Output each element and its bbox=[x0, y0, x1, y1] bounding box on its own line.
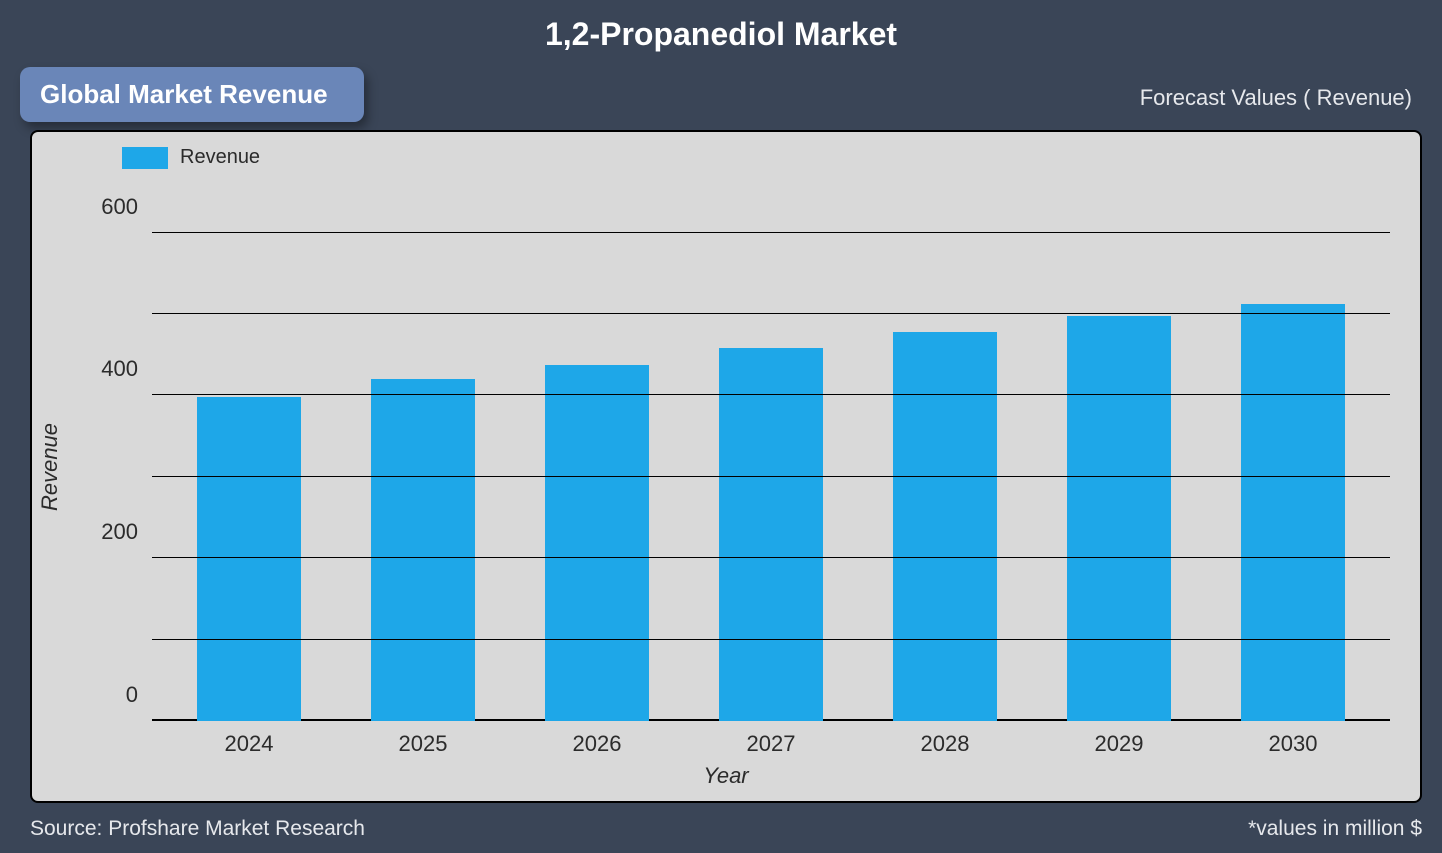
bar-slot: 2030 bbox=[1206, 192, 1380, 721]
y-tick-label: 600 bbox=[82, 194, 152, 220]
legend: Revenue bbox=[122, 146, 260, 169]
source-text: Source: Profshare Market Research bbox=[30, 817, 365, 841]
bar-slot: 2026 bbox=[510, 192, 684, 721]
bar-slot: 2025 bbox=[336, 192, 510, 721]
bars-container: 2024202520262027202820292030 bbox=[152, 192, 1390, 721]
grid-line bbox=[152, 313, 1390, 314]
grid-line bbox=[152, 639, 1390, 640]
x-tick-label: 2029 bbox=[1095, 721, 1144, 757]
bar bbox=[545, 365, 649, 721]
bar-slot: 2029 bbox=[1032, 192, 1206, 721]
x-tick-label: 2024 bbox=[225, 721, 274, 757]
bar-slot: 2024 bbox=[162, 192, 336, 721]
grid-line bbox=[152, 394, 1390, 395]
y-tick-label: 0 bbox=[82, 682, 152, 708]
bar-slot: 2028 bbox=[858, 192, 1032, 721]
bar-slot: 2027 bbox=[684, 192, 858, 721]
bar bbox=[197, 397, 301, 721]
y-tick-label: 400 bbox=[82, 356, 152, 382]
bar bbox=[1241, 304, 1345, 721]
y-axis-title: Revenue bbox=[37, 422, 63, 510]
grid-line bbox=[152, 557, 1390, 558]
subtitle-badge: Global Market Revenue bbox=[20, 67, 364, 122]
bar bbox=[719, 348, 823, 721]
bar bbox=[1067, 316, 1171, 721]
forecast-label: Forecast Values ( Revenue) bbox=[1140, 85, 1412, 111]
y-tick-label: 200 bbox=[82, 519, 152, 545]
x-tick-label: 2027 bbox=[747, 721, 796, 757]
x-tick-label: 2025 bbox=[399, 721, 448, 757]
legend-label: Revenue bbox=[180, 146, 260, 169]
x-tick-label: 2028 bbox=[921, 721, 970, 757]
x-tick-label: 2030 bbox=[1269, 721, 1318, 757]
grid-line bbox=[152, 232, 1390, 233]
chart-canvas: 1,2-Propanediol Market Global Market Rev… bbox=[0, 0, 1442, 853]
page-title: 1,2-Propanediol Market bbox=[20, 10, 1422, 67]
header-row: Global Market Revenue Forecast Values ( … bbox=[20, 67, 1422, 127]
x-tick-label: 2026 bbox=[573, 721, 622, 757]
grid-line bbox=[152, 476, 1390, 477]
plot-area: 2024202520262027202820292030 0200400600 bbox=[152, 192, 1390, 721]
x-axis-title: Year bbox=[703, 763, 748, 789]
bar bbox=[893, 332, 997, 721]
chart-frame: Revenue Revenue 202420252026202720282029… bbox=[30, 130, 1422, 803]
legend-swatch bbox=[122, 147, 168, 169]
bar bbox=[371, 379, 475, 721]
footer: Source: Profshare Market Research *value… bbox=[30, 817, 1422, 841]
values-note: *values in million $ bbox=[1248, 817, 1422, 841]
